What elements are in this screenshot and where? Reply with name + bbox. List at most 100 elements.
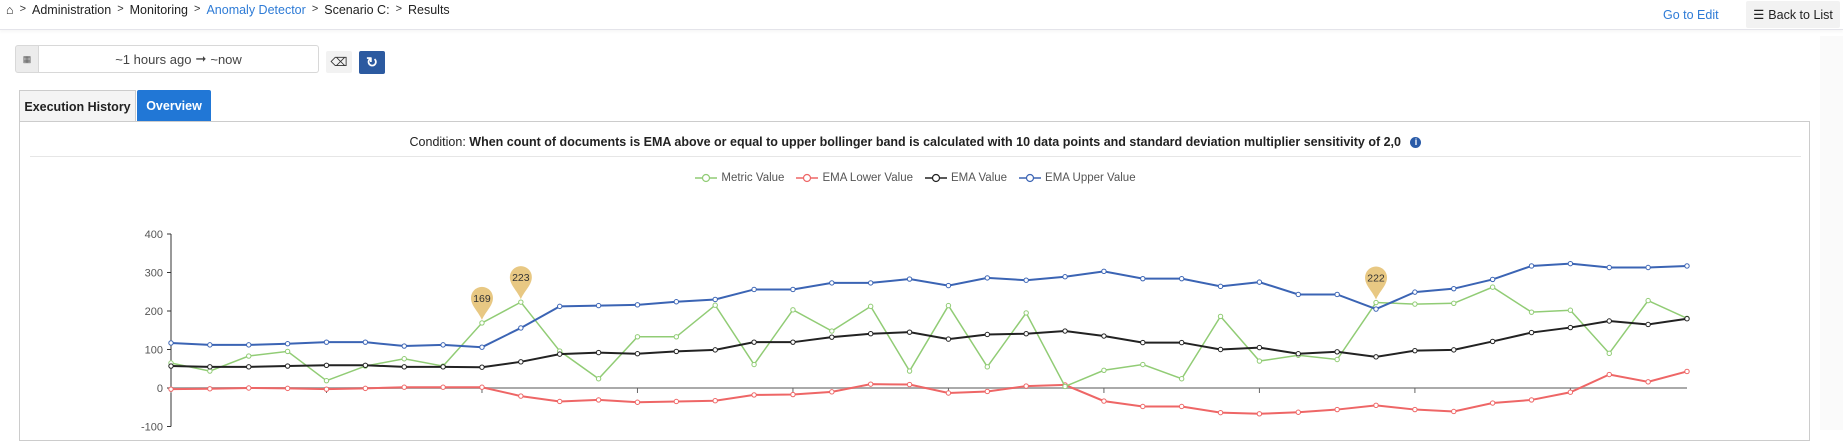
breadcrumb-separator: > (19, 3, 26, 15)
data-point (323, 377, 330, 384)
condition-part: 10 (1016, 135, 1034, 149)
refresh-icon: ↻ (366, 54, 378, 70)
data-point (1334, 349, 1340, 355)
breadcrumb-separator: > (194, 3, 201, 15)
data-point (1528, 309, 1535, 315)
data-point (1373, 306, 1379, 312)
data-point (1684, 316, 1690, 322)
data-point (284, 348, 291, 355)
condition-part: is calculated with (909, 135, 1017, 149)
condition-part: data points and standard deviation multi… (1033, 135, 1384, 149)
data-point (634, 302, 641, 308)
data-point (1412, 301, 1418, 307)
data-point (440, 342, 446, 348)
data-point (867, 331, 874, 337)
arrow-right-icon: ➞ (195, 51, 207, 66)
data-point (1528, 263, 1535, 269)
y-tick-label: 300 (145, 268, 163, 280)
data-point (401, 356, 407, 362)
data-point (712, 398, 718, 404)
data-point (246, 353, 252, 359)
data-point (246, 342, 252, 348)
data-point (1606, 264, 1612, 271)
list-icon: ☰ (1753, 8, 1765, 22)
legend-item[interactable]: EMA Upper Value (1019, 172, 1136, 184)
breadcrumb-item[interactable]: Anomaly Detector (206, 3, 306, 17)
data-point (634, 334, 641, 340)
refresh-button[interactable]: ↻ (359, 51, 385, 74)
data-point (1062, 383, 1068, 390)
legend-item[interactable]: EMA Value (925, 172, 1007, 184)
data-point (867, 381, 874, 387)
data-point (984, 364, 991, 370)
data-point (246, 364, 252, 370)
data-point (1373, 299, 1379, 306)
data-point (401, 384, 407, 390)
data-point (1451, 300, 1457, 307)
data-point (829, 334, 835, 340)
data-point (1140, 339, 1146, 346)
data-point (284, 341, 291, 347)
data-point (362, 362, 369, 368)
data-point (1295, 409, 1301, 415)
y-tick-label: 100 (145, 345, 163, 357)
data-point (1684, 368, 1690, 375)
data-point (1217, 346, 1224, 353)
data-point (1645, 379, 1651, 385)
data-point (790, 391, 796, 398)
anomaly-marker-label: 222 (1367, 273, 1385, 285)
data-point (751, 392, 757, 398)
data-point (479, 364, 485, 370)
data-point (984, 388, 991, 395)
data-point (1528, 397, 1535, 403)
data-point (479, 344, 485, 350)
data-point (440, 384, 446, 390)
chart: 400 300 200 100 0 -100 169 223 222 (141, 229, 1690, 434)
data-point (595, 397, 602, 403)
legend-symbol (695, 173, 718, 183)
tab-overview[interactable]: Overview (137, 90, 211, 122)
breadcrumb-separator: > (395, 3, 402, 15)
data-point (1178, 339, 1185, 346)
data-point (284, 385, 291, 392)
legend-label: EMA Upper Value (1045, 172, 1136, 184)
back-to-list-button[interactable]: ☰ Back to List (1746, 1, 1840, 28)
date-range-input[interactable]: ~1 hours ago ➞ ~now (39, 45, 319, 73)
data-point (712, 296, 718, 303)
data-point (168, 363, 174, 369)
home-icon[interactable]: ⌂ (6, 3, 14, 17)
data-point (479, 384, 485, 390)
data-point (1567, 324, 1574, 331)
legend-item[interactable]: EMA Lower Value (796, 172, 913, 184)
info-icon[interactable]: i (1410, 137, 1422, 148)
data-point (1256, 344, 1263, 351)
go-to-edit-link[interactable]: Go to Edit (1663, 8, 1719, 22)
calendar-icon[interactable]: ▦ (15, 45, 39, 73)
condition-part: 2,0 (1383, 135, 1405, 149)
scrollbar[interactable] (1820, 36, 1843, 430)
data-point (945, 336, 952, 342)
series-line (170, 286, 1688, 388)
data-point (1567, 389, 1574, 395)
data-point (906, 381, 913, 388)
date-range-picker[interactable]: ▦ ~1 hours ago ➞ ~now (15, 45, 319, 73)
data-point (906, 276, 913, 282)
eraser-button[interactable]: ⌫ (326, 51, 352, 73)
data-point (362, 339, 369, 345)
data-point (1451, 285, 1457, 292)
tab-execution-history[interactable]: Execution History (19, 90, 136, 122)
legend-label: EMA Value (951, 172, 1008, 184)
condition-part: EMA (643, 135, 675, 149)
legend-item[interactable]: Metric Value (695, 172, 784, 184)
data-point (168, 340, 174, 346)
anomaly-marker (1365, 266, 1388, 300)
data-point (790, 307, 796, 313)
condition-part: above or equal to upper bollinger band (674, 135, 910, 149)
data-point (1684, 263, 1690, 269)
data-point (1334, 291, 1340, 298)
data-point (867, 280, 874, 286)
data-point (518, 299, 524, 305)
overview-panel: Condition: When count of documents is EM… (19, 121, 1810, 441)
anomaly-marker-label: 223 (512, 272, 530, 284)
data-point (1606, 371, 1612, 378)
